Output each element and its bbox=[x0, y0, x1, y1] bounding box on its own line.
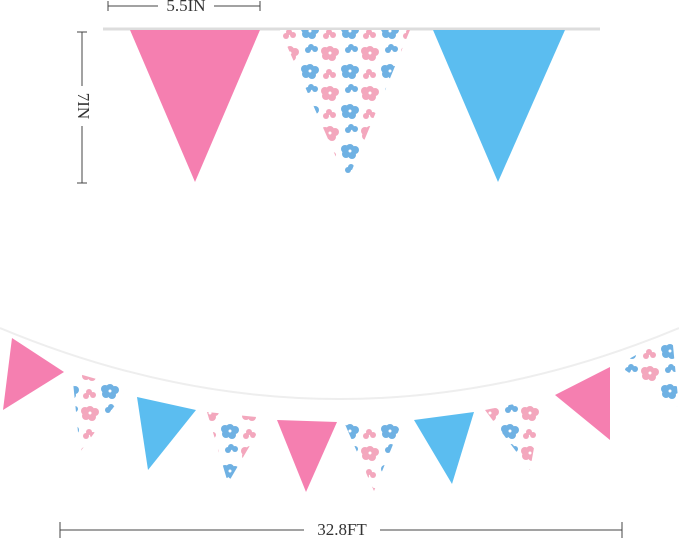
floral-flag bbox=[618, 335, 679, 408]
floral-flag bbox=[207, 412, 266, 483]
pink-flag bbox=[130, 30, 260, 182]
floral-flag bbox=[280, 30, 410, 182]
blue-flag bbox=[414, 412, 474, 484]
blue-flag bbox=[433, 30, 565, 182]
height-label: 7IN bbox=[74, 93, 93, 119]
floral-flag bbox=[344, 420, 403, 491]
floral-flag bbox=[72, 372, 128, 452]
pink-flag bbox=[3, 338, 64, 410]
label-bg bbox=[304, 521, 380, 539]
label-bg bbox=[74, 86, 90, 126]
garland-string bbox=[0, 327, 679, 400]
pink-flag bbox=[277, 420, 337, 492]
pink-flag bbox=[555, 367, 610, 440]
length-label: 32.8FT bbox=[317, 520, 367, 539]
floral-flag bbox=[485, 398, 543, 470]
label-bg bbox=[158, 0, 214, 14]
width-label: 5.5IN bbox=[166, 0, 205, 15]
blue-flag bbox=[137, 397, 196, 470]
